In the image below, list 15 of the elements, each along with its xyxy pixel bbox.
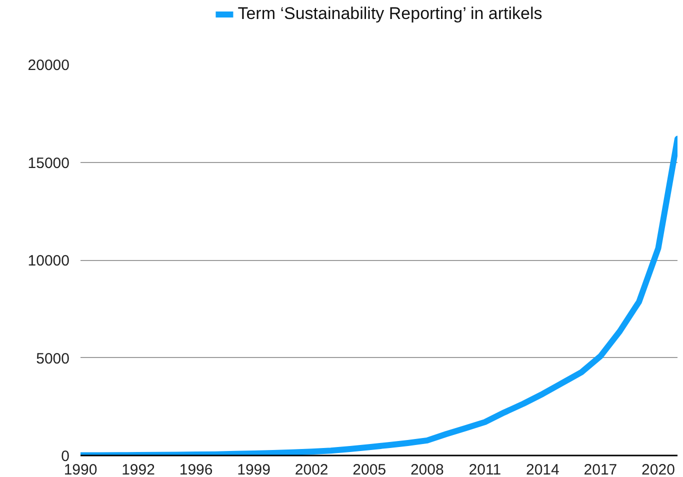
x-tick-label: 2002 (294, 462, 328, 477)
y-tick-label: 10000 (28, 252, 70, 270)
x-tick-label: 1999 (237, 462, 271, 477)
x-tick-label: 1996 (179, 462, 213, 477)
x-tick-label: 2014 (526, 462, 560, 477)
y-tick-label: 15000 (28, 154, 70, 172)
x-tick-label: 2005 (352, 462, 386, 477)
x-tick-label: 2008 (410, 462, 444, 477)
x-tick-label: 2017 (584, 462, 618, 477)
legend-label: Term ‘Sustainability Reporting’ in artikels (238, 4, 542, 24)
x-tick-label: 1992 (122, 462, 155, 477)
x-tick-label: 2011 (468, 462, 502, 477)
x-tick-label: 2020 (642, 462, 675, 477)
y-tick-label: 20000 (28, 57, 70, 74)
y-tick-label: 5000 (36, 350, 70, 368)
